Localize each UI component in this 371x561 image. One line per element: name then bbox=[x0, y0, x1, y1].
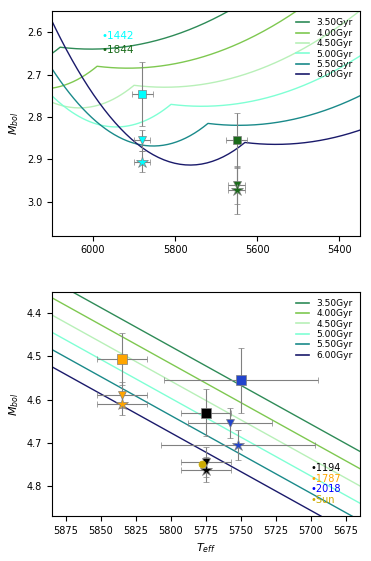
Text: •1787: •1787 bbox=[311, 473, 342, 484]
Text: •1194: •1194 bbox=[311, 463, 341, 473]
Legend: 3.50Gyr, 4.00Gyr, 4.50Gyr, 5.00Gyr, 5.50Gyr, 6.00Gyr: 3.50Gyr, 4.00Gyr, 4.50Gyr, 5.00Gyr, 5.50… bbox=[293, 16, 355, 82]
Text: •Sun: •Sun bbox=[311, 495, 335, 505]
Y-axis label: $M_{bol}$: $M_{bol}$ bbox=[7, 392, 21, 416]
Legend: 3.50Gyr, 4.00Gyr, 4.50Gyr, 5.00Gyr, 5.50Gyr, 6.00Gyr: 3.50Gyr, 4.00Gyr, 4.50Gyr, 5.00Gyr, 5.50… bbox=[293, 296, 355, 362]
Y-axis label: $M_{bol}$: $M_{bol}$ bbox=[7, 112, 21, 135]
Text: •1844: •1844 bbox=[101, 45, 134, 55]
Text: •2018: •2018 bbox=[311, 484, 341, 494]
X-axis label: $T_{eff}$: $T_{eff}$ bbox=[196, 541, 216, 555]
Text: •1442: •1442 bbox=[101, 31, 134, 41]
